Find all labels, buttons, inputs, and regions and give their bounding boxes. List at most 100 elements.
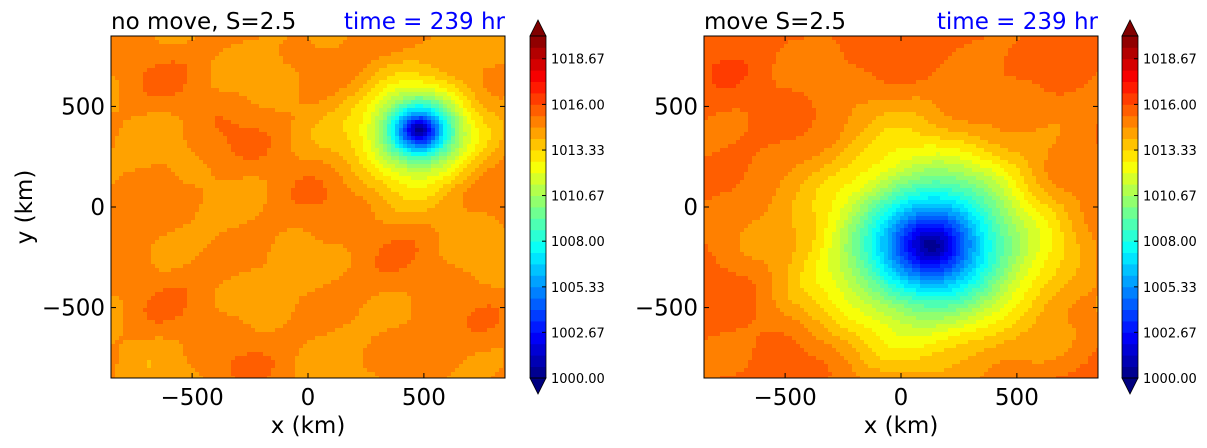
colorbar-extend-max: [1121, 19, 1139, 37]
panel-2: −500 0 500 −500 0 500 move S=2.5 time = 239 hr x…: [635, 9, 1197, 439]
colorbar-tick-label: 1000.00: [1143, 372, 1197, 387]
colorbar-tick-label: 1013.33: [1143, 144, 1197, 159]
colorbar-tick-label: 1005.33: [551, 281, 605, 296]
colorbar-tick-label: 1018.67: [551, 53, 605, 68]
colorbar-level: [530, 70, 546, 82]
colorbar-level: [530, 150, 546, 162]
colorbar: 1000.00 1002.67 1005.33 1008.00 1010.67 1013.…: [529, 19, 605, 395]
x-tick-label: 500: [402, 385, 446, 411]
colorbar-tick-label: 1008.00: [551, 235, 605, 250]
colorbar-level: [1122, 264, 1138, 276]
colorbar-tick-label: 1000.00: [551, 372, 605, 387]
colorbar-level: [1122, 93, 1138, 105]
colorbar-extend-max: [529, 19, 547, 37]
x-tick-label: −500: [161, 385, 224, 411]
colorbar-level: [1122, 355, 1138, 367]
colorbar-level: [530, 286, 546, 299]
colorbar-tick-label: 1013.33: [551, 144, 605, 159]
colorbar-frame: [1121, 35, 1139, 379]
y-tick-label: −500: [42, 296, 105, 322]
y-axis-label: y (km): [12, 170, 38, 245]
colorbar-extend-min: [1121, 377, 1139, 395]
colorbar-level: [1122, 172, 1138, 185]
colorbar-level: [530, 241, 546, 253]
colorbar-frame: [529, 35, 547, 379]
x-tick-label: 500: [995, 385, 1039, 411]
y-tick-label: 0: [90, 195, 105, 221]
colorbar-level: [1122, 184, 1138, 196]
colorbar-level: [1122, 366, 1138, 379]
panel-time-title: time = 239 hr: [344, 9, 506, 35]
colorbar-level: [1122, 309, 1138, 322]
panel-1: −500 0 500 −500 0 500 no move, S=2.5 time = 239…: [12, 9, 605, 439]
colorbar-level: [1122, 58, 1138, 71]
colorbar-level: [1122, 321, 1138, 333]
panel-title: move S=2.5: [704, 9, 846, 35]
colorbar: 1000.00 1002.67 1005.33 1008.00 1010.67 1013.…: [1121, 19, 1197, 395]
panel-title: no move, S=2.5: [111, 9, 296, 35]
colorbar-level: [530, 275, 546, 288]
colorbar-level: [530, 264, 546, 276]
colorbar-level: [1122, 195, 1138, 208]
colorbar-tick-label: 1018.67: [1143, 53, 1197, 68]
colorbar-level: [1122, 332, 1138, 345]
colorbar-level: [1122, 36, 1138, 48]
colorbar-level: [530, 47, 546, 60]
colorbar-level: [530, 115, 546, 128]
colorbar-level: [530, 321, 546, 333]
colorbar-level: [530, 343, 546, 356]
x-axis-label: x (km): [864, 413, 939, 439]
colorbar-tick-label: 1002.67: [551, 326, 605, 341]
x-tick-label: −500: [754, 385, 817, 411]
colorbar-level: [1122, 161, 1138, 174]
colorbar-level: [1122, 207, 1138, 219]
field-raster: [111, 36, 505, 378]
colorbar-level: [1122, 127, 1138, 139]
colorbar-level: [1122, 229, 1138, 242]
colorbar-level: [530, 229, 546, 242]
colorbar-level: [1122, 70, 1138, 82]
colorbar-level: [530, 138, 546, 151]
colorbar-tick-label: 1016.00: [1143, 98, 1197, 113]
colorbar-level: [1122, 138, 1138, 151]
colorbar-level: [530, 127, 546, 139]
y-tick-label: 0: [683, 195, 698, 221]
colorbar-level: [530, 298, 546, 310]
colorbar-level: [530, 195, 546, 208]
colorbar-level: [530, 332, 546, 345]
colorbar-extend-min: [529, 377, 547, 395]
colorbar-level: [530, 355, 546, 367]
colorbar-tick-label: 1010.67: [1143, 190, 1197, 205]
colorbar-level: [530, 207, 546, 219]
colorbar-level: [1122, 218, 1138, 231]
colorbar-level: [530, 218, 546, 231]
colorbar-level: [1122, 275, 1138, 288]
x-tick-label: 0: [301, 385, 316, 411]
colorbar-level: [1122, 115, 1138, 128]
colorbar-level: [530, 161, 546, 174]
colorbar-level: [530, 172, 546, 185]
colorbar-level: [530, 184, 546, 196]
colorbar-level: [1122, 241, 1138, 253]
colorbar-tick-label: 1005.33: [1143, 281, 1197, 296]
colorbar-level: [1122, 81, 1138, 94]
x-tick-label: 0: [894, 385, 909, 411]
y-tick-label: 500: [654, 94, 698, 120]
panel-time-title: time = 239 hr: [937, 9, 1099, 35]
colorbar-level: [530, 309, 546, 322]
y-tick-label: −500: [635, 296, 698, 322]
field-raster: [704, 36, 1098, 378]
colorbar-tick-label: 1010.67: [551, 190, 605, 205]
colorbar-level: [530, 36, 546, 48]
colorbar-level: [1122, 104, 1138, 117]
colorbar-level: [530, 252, 546, 265]
colorbar-level: [1122, 47, 1138, 60]
colorbar-level: [530, 58, 546, 71]
colorbar-level: [530, 81, 546, 94]
colorbar-level: [1122, 298, 1138, 310]
colorbar-level: [1122, 252, 1138, 265]
colorbar-tick-label: 1008.00: [1143, 235, 1197, 250]
x-axis-label: x (km): [271, 413, 346, 439]
colorbar-tick-label: 1002.67: [1143, 326, 1197, 341]
